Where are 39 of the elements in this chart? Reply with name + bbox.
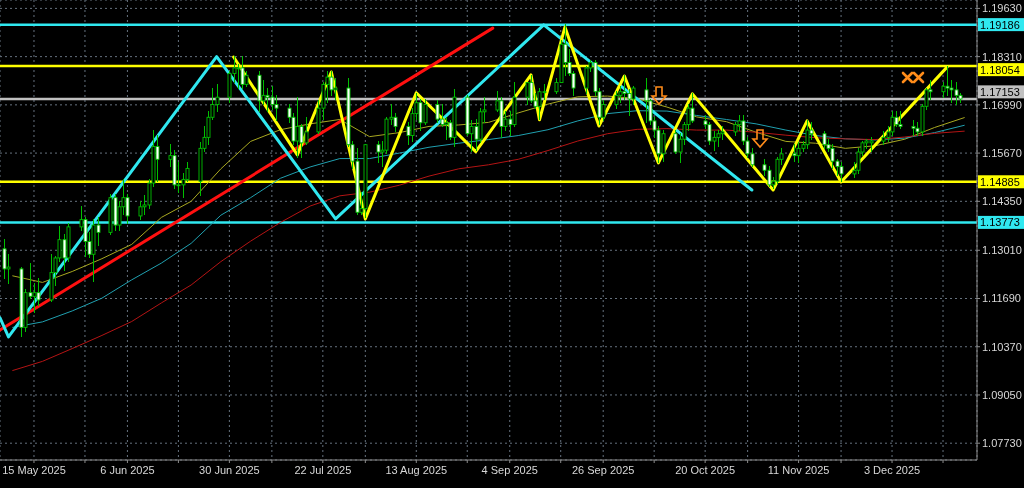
y-tick-label: 1.14350 xyxy=(982,195,1022,208)
ref-line-label: 1.14885 xyxy=(980,175,1020,188)
ref-line-label: 1.17153 xyxy=(980,85,1020,98)
y-tick-label: 1.13010 xyxy=(982,244,1022,257)
candlestick xyxy=(644,78,649,124)
x-tick-label: 11 Nov 2025 xyxy=(767,463,830,476)
ref-line-label: 1.18054 xyxy=(980,63,1020,76)
x-tick-label: 6 Jun 2025 xyxy=(100,463,155,476)
x-tick-label: 22 Jul 2025 xyxy=(294,463,352,476)
y-tick-label: 1.19630 xyxy=(982,2,1022,15)
y-tick-label: 1.10370 xyxy=(982,340,1022,353)
x-tick-label: 15 May 2025 xyxy=(2,463,66,476)
candlestick xyxy=(444,116,449,140)
candlestick xyxy=(690,93,695,124)
candlestick xyxy=(622,74,627,100)
y-tick-label: 1.11690 xyxy=(982,292,1021,305)
x-tick-label: 13 Aug 2025 xyxy=(385,463,448,476)
candlestick xyxy=(333,78,338,100)
candlestick xyxy=(376,140,381,164)
candlestick xyxy=(525,82,530,105)
y-tick-label: 1.07730 xyxy=(982,437,1022,450)
x-tick-label: 4 Sep 2025 xyxy=(481,463,538,476)
x-tick-label: 26 Sep 2025 xyxy=(572,463,635,476)
x-tick-label: 30 Jun 2025 xyxy=(199,463,260,476)
x-tick-label: 3 Dec 2025 xyxy=(863,463,921,476)
candlestick xyxy=(839,162,844,182)
x-tick-label: 20 Oct 2025 xyxy=(675,463,736,476)
candlestick xyxy=(32,283,37,314)
y-tick-label: 1.15670 xyxy=(982,146,1022,159)
y-tick-label: 1.16990 xyxy=(982,98,1022,111)
y-tick-label: 1.09050 xyxy=(982,388,1022,401)
candlestick xyxy=(155,135,160,182)
candlestick xyxy=(295,96,300,158)
ref-line-label: 1.19186 xyxy=(980,18,1020,31)
candlestick xyxy=(236,63,241,89)
candlestick xyxy=(792,144,797,162)
y-tick-label: 1.18310 xyxy=(982,50,1022,63)
ref-line-label: 1.13773 xyxy=(980,216,1020,229)
line-series xyxy=(12,128,965,371)
